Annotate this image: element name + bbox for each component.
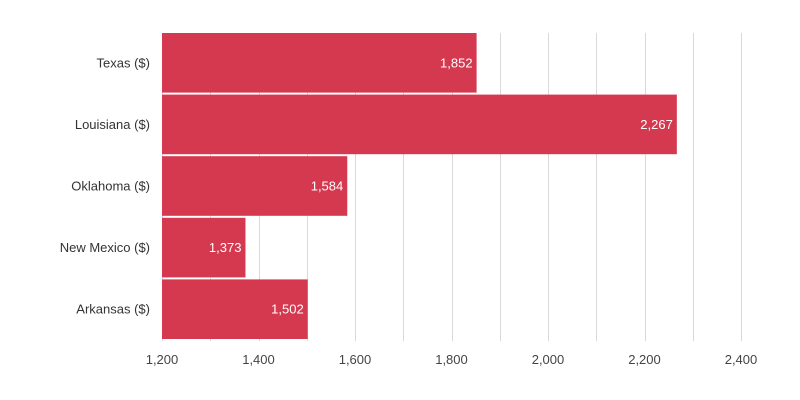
x-tick-label: 2,000 — [532, 352, 565, 367]
bar — [162, 33, 477, 93]
x-tick-label: 2,200 — [628, 352, 661, 367]
bars: 1,852 2,267 1,584 1,373 1,502 — [162, 33, 677, 339]
bar — [162, 217, 246, 278]
x-tick-label: 1,400 — [242, 352, 275, 367]
category-label: Louisiana ($) — [75, 117, 150, 132]
bar — [162, 156, 348, 216]
category-label: Oklahoma ($) — [71, 179, 150, 194]
category-label: Arkansas ($) — [76, 302, 150, 317]
bar-value-label: 1,852 — [440, 55, 473, 70]
x-tick-label: 1,200 — [146, 352, 179, 367]
x-tick-label: 2,400 — [725, 352, 758, 367]
x-tick-label: 1,600 — [339, 352, 372, 367]
category-labels: Texas ($) Louisiana ($) Oklahoma ($) New Me… — [60, 55, 150, 316]
bar-value-label: 1,373 — [209, 240, 242, 255]
bar — [162, 94, 677, 155]
bar-value-label: 1,502 — [271, 302, 304, 317]
bar-value-label: 2,267 — [640, 117, 673, 132]
category-label: Texas ($) — [97, 55, 150, 70]
bar-value-label: 1,584 — [311, 179, 344, 194]
x-axis-ticks: 1,200 1,400 1,600 1,800 2,000 2,200 2,400 — [146, 352, 758, 367]
x-tick-label: 1,800 — [435, 352, 468, 367]
category-label: New Mexico ($) — [60, 240, 150, 255]
bar — [162, 279, 308, 339]
